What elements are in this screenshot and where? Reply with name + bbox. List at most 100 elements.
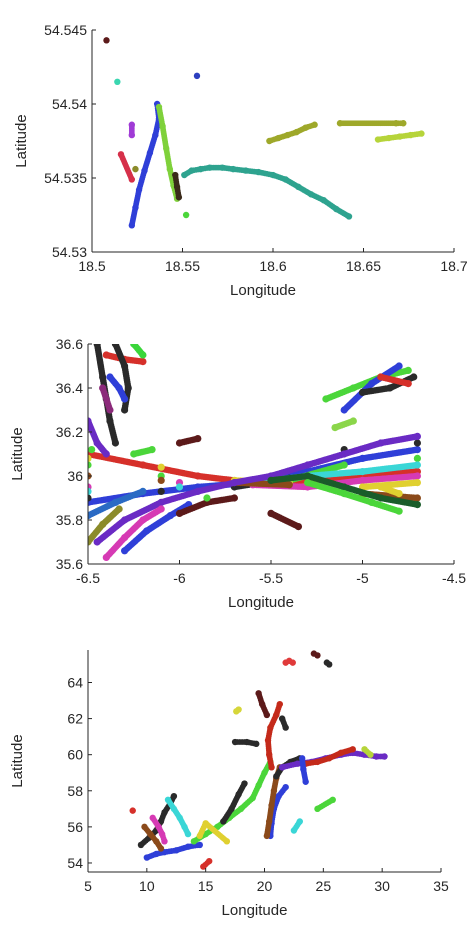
series-10 [267, 472, 421, 509]
series-25 [88, 505, 123, 546]
y-tick-label: 54 [67, 855, 83, 871]
series-2 [143, 841, 203, 861]
series-19 [310, 650, 321, 659]
data-point [404, 366, 412, 374]
data-point [161, 838, 168, 845]
x-tick-label: 35 [433, 878, 449, 894]
series-5 [141, 823, 165, 852]
series-16 [255, 690, 271, 719]
data-point [175, 483, 184, 491]
series-13 [132, 165, 139, 173]
series-23 [88, 417, 110, 458]
x-tick-label: -5 [356, 570, 369, 586]
data-point [326, 661, 333, 668]
data-point [128, 131, 136, 139]
x-tick-label: -6.5 [76, 570, 100, 586]
data-point [285, 481, 293, 489]
data-point [413, 494, 421, 502]
x-tick-label: 30 [374, 878, 390, 894]
chart-1-data [103, 37, 425, 229]
series-18 [282, 657, 296, 666]
data-point [263, 711, 271, 719]
series-1 [128, 100, 163, 229]
chart-2: -6.5 -6 -5.5 -5 -4.5 35.6 35.8 36 36.2 36.4 36.6 Lo… [9, 336, 466, 611]
data-point [88, 494, 92, 502]
data-point [148, 446, 156, 454]
y-tick-label: 36.6 [56, 336, 83, 352]
y-tick-label: 36.4 [56, 380, 83, 396]
data-point [88, 446, 96, 454]
x-tick-label: 10 [139, 878, 155, 894]
series-21 [233, 706, 242, 715]
data-point [413, 461, 421, 469]
series-4 [149, 814, 168, 845]
data-point [395, 490, 403, 498]
data-point [241, 780, 248, 787]
data-point [410, 373, 418, 381]
series-8 [103, 37, 110, 44]
data-point [114, 78, 121, 86]
data-point [413, 439, 421, 447]
data-point [340, 461, 348, 469]
data-point [128, 176, 136, 183]
chart-1: 18.5 18.55 18.6 18.65 18.7 54.53 54.535 54.54 54… [13, 22, 468, 299]
y-tick-label: 36 [67, 468, 83, 484]
series-9 [114, 78, 121, 86]
data-point [314, 652, 321, 659]
data-point [302, 778, 309, 785]
data-point [193, 72, 201, 80]
data-point [88, 454, 92, 462]
chart-3: 5 10 15 20 25 30 35 54 56 58 60 62 64 Longitude Latitu… [9, 650, 449, 919]
y-tick-label: 62 [67, 711, 83, 727]
data-point [184, 830, 192, 838]
y-tick-label: 64 [67, 674, 83, 690]
data-point [413, 446, 421, 454]
x-tick-label: 18.5 [78, 258, 105, 274]
series-22 [290, 818, 303, 834]
data-point [282, 724, 289, 731]
x-tick-label: 25 [316, 878, 332, 894]
data-point [395, 507, 403, 515]
y-tick-label: 54.535 [44, 170, 87, 186]
x-tick-label: 18.7 [440, 258, 467, 274]
y-tick-label: 35.8 [56, 512, 83, 528]
series-12 [117, 151, 136, 183]
data-point [103, 37, 110, 44]
series-26 [102, 505, 165, 562]
series-14 [111, 344, 132, 414]
data-point [194, 435, 202, 443]
data-point [102, 450, 110, 458]
data-point [413, 454, 421, 462]
data-point [200, 863, 207, 870]
series-16 [130, 344, 147, 359]
data-point [230, 494, 238, 502]
data-point [157, 463, 165, 471]
series-21 [331, 417, 357, 432]
data-point [157, 505, 165, 513]
data-point [400, 120, 407, 127]
x-tick-label: 18.6 [259, 258, 286, 274]
data-point [157, 487, 165, 495]
data-point [121, 406, 129, 414]
plots-group: 18.5 18.55 18.6 18.65 18.7 54.53 54.535 54.54 54… [9, 22, 468, 919]
x-tick-label: 15 [198, 878, 214, 894]
series-5 [266, 121, 318, 145]
data-point [121, 395, 129, 403]
series-17 [278, 715, 289, 731]
data-point [296, 818, 303, 825]
y-tick-label: 54.545 [44, 22, 87, 38]
data-point [381, 753, 388, 760]
y-axis-title: Latitude [9, 427, 26, 480]
series-13 [302, 746, 356, 767]
series-24 [314, 796, 336, 813]
data-point [129, 807, 136, 814]
data-point [182, 211, 190, 219]
data-point [413, 472, 421, 480]
data-point [223, 838, 231, 845]
y-tick-label: 54.54 [52, 96, 87, 112]
data-point [235, 706, 242, 713]
y-tick-label: 60 [67, 747, 83, 763]
series-17 [99, 384, 114, 414]
data-point [253, 740, 260, 748]
data-point [413, 501, 421, 509]
